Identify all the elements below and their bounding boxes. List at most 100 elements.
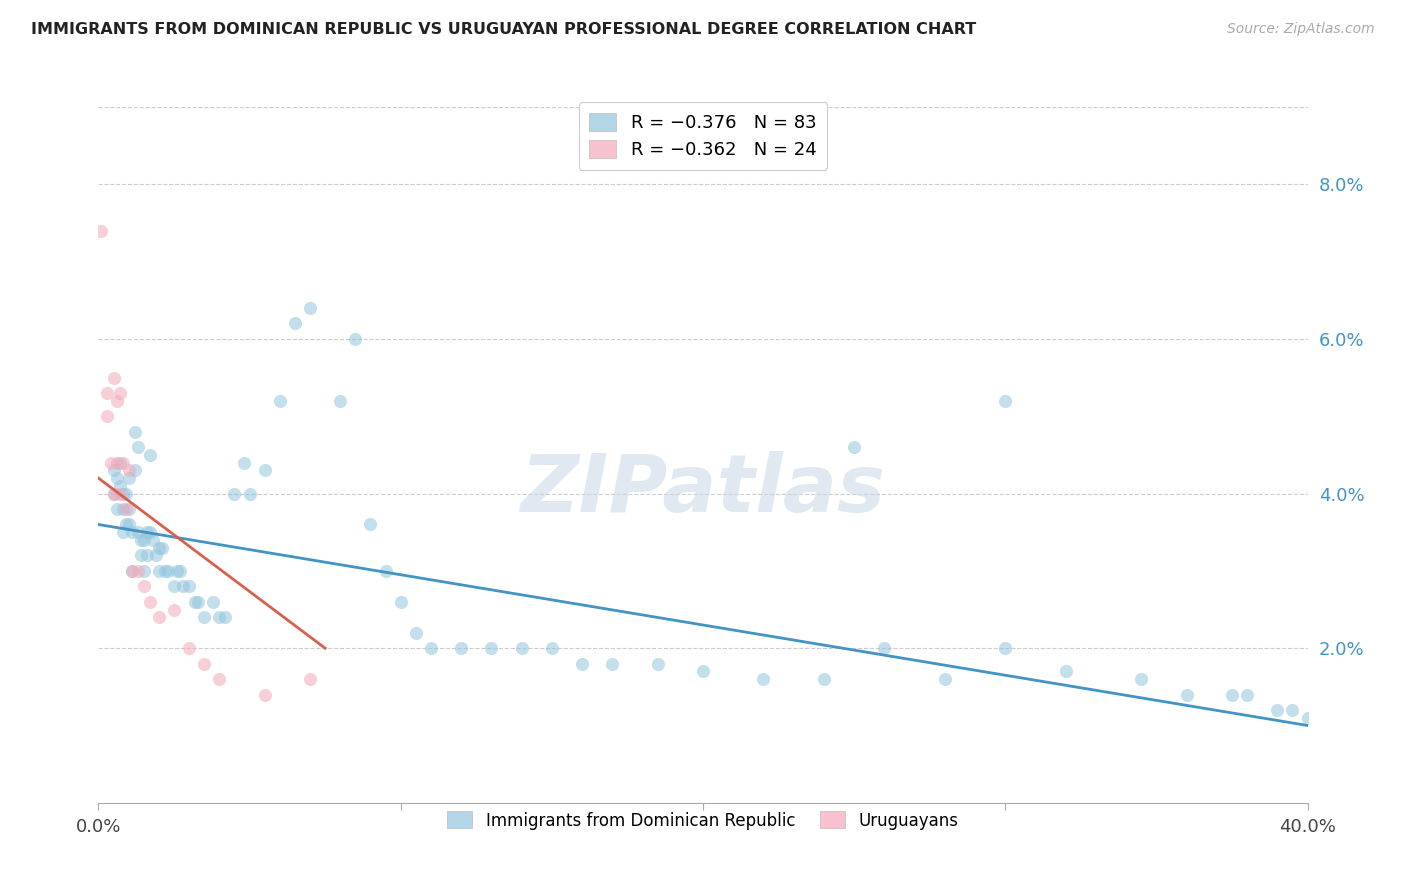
- Point: [127, 564, 149, 578]
- Point: [139, 595, 162, 609]
- Point: [299, 672, 322, 686]
- Point: [156, 564, 179, 578]
- Point: [179, 579, 201, 593]
- Point: [105, 502, 128, 516]
- Point: [121, 564, 143, 578]
- Point: [96, 409, 118, 424]
- Point: [193, 610, 215, 624]
- Point: [284, 317, 307, 331]
- Point: [202, 595, 225, 609]
- Point: [103, 370, 125, 384]
- Point: [148, 610, 170, 624]
- Point: [103, 486, 125, 500]
- Point: [139, 448, 162, 462]
- Text: Source: ZipAtlas.com: Source: ZipAtlas.com: [1227, 22, 1375, 37]
- Point: [108, 386, 131, 401]
- Point: [602, 657, 624, 671]
- Point: [692, 665, 714, 679]
- Point: [108, 479, 131, 493]
- Point: [100, 456, 122, 470]
- Point: [127, 440, 149, 454]
- Point: [450, 641, 472, 656]
- Point: [934, 672, 956, 686]
- Point: [187, 595, 209, 609]
- Point: [142, 533, 165, 547]
- Point: [127, 525, 149, 540]
- Point: [389, 595, 412, 609]
- Point: [224, 486, 246, 500]
- Point: [129, 533, 152, 547]
- Text: ZIPatlas: ZIPatlas: [520, 450, 886, 529]
- Point: [132, 564, 155, 578]
- Point: [124, 425, 146, 439]
- Point: [118, 463, 141, 477]
- Point: [510, 641, 533, 656]
- Point: [153, 564, 176, 578]
- Point: [148, 564, 170, 578]
- Point: [374, 564, 396, 578]
- Point: [344, 332, 367, 346]
- Point: [139, 525, 162, 540]
- Point: [121, 525, 143, 540]
- Point: [169, 564, 191, 578]
- Point: [111, 486, 134, 500]
- Point: [103, 463, 125, 477]
- Point: [118, 517, 141, 532]
- Point: [105, 471, 128, 485]
- Point: [208, 672, 231, 686]
- Point: [420, 641, 443, 656]
- Point: [844, 440, 866, 454]
- Point: [111, 502, 134, 516]
- Point: [135, 549, 157, 563]
- Point: [1220, 688, 1243, 702]
- Point: [647, 657, 669, 671]
- Point: [118, 471, 141, 485]
- Point: [994, 641, 1017, 656]
- Point: [124, 463, 146, 477]
- Point: [1281, 703, 1303, 717]
- Point: [129, 549, 152, 563]
- Point: [253, 463, 276, 477]
- Point: [1236, 688, 1258, 702]
- Point: [214, 610, 236, 624]
- Point: [994, 393, 1017, 408]
- Point: [166, 564, 188, 578]
- Point: [114, 486, 136, 500]
- Point: [96, 386, 118, 401]
- Point: [105, 393, 128, 408]
- Point: [132, 533, 155, 547]
- Legend: Immigrants from Dominican Republic, Uruguayans: Immigrants from Dominican Republic, Urug…: [440, 805, 966, 836]
- Point: [405, 625, 427, 640]
- Point: [571, 657, 593, 671]
- Point: [1175, 688, 1198, 702]
- Point: [540, 641, 562, 656]
- Point: [90, 224, 112, 238]
- Point: [148, 541, 170, 555]
- Point: [1054, 665, 1077, 679]
- Point: [1130, 672, 1153, 686]
- Point: [329, 393, 352, 408]
- Point: [813, 672, 835, 686]
- Point: [1296, 711, 1319, 725]
- Point: [360, 517, 382, 532]
- Point: [253, 688, 276, 702]
- Point: [179, 641, 201, 656]
- Point: [150, 541, 173, 555]
- Point: [239, 486, 262, 500]
- Point: [114, 517, 136, 532]
- Point: [108, 456, 131, 470]
- Point: [145, 549, 167, 563]
- Point: [193, 657, 215, 671]
- Point: [111, 525, 134, 540]
- Point: [184, 595, 207, 609]
- Point: [481, 641, 503, 656]
- Point: [172, 579, 194, 593]
- Point: [163, 602, 186, 616]
- Point: [121, 564, 143, 578]
- Point: [232, 456, 254, 470]
- Point: [114, 502, 136, 516]
- Point: [752, 672, 775, 686]
- Point: [111, 456, 134, 470]
- Point: [163, 579, 186, 593]
- Point: [135, 525, 157, 540]
